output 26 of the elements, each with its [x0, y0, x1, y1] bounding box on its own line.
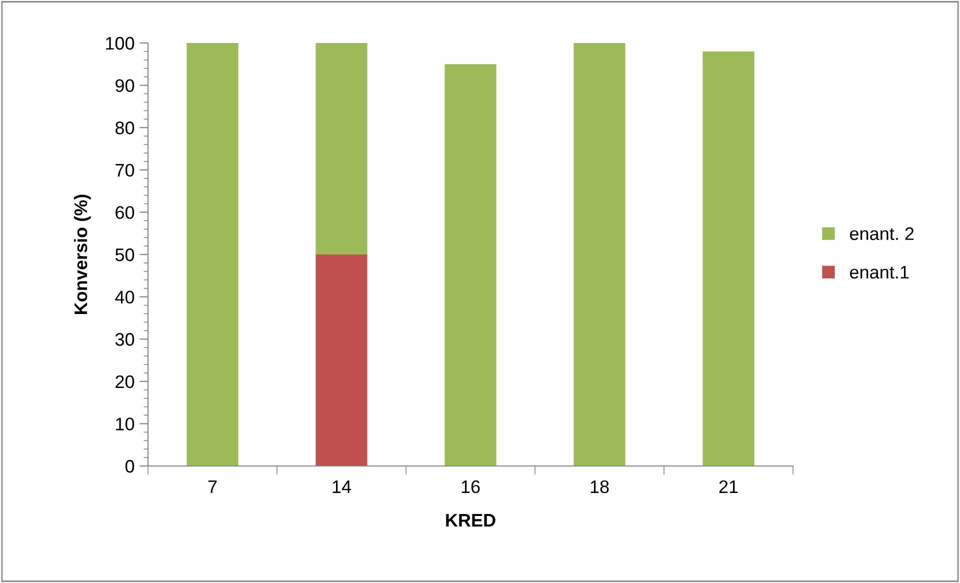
legend-label: enant.1 [850, 266, 909, 279]
x-tick-label: 21 [719, 480, 738, 493]
y-tick-label: 50 [115, 248, 134, 262]
x-tick-label: 16 [462, 480, 480, 494]
y-tick-label: 0 [125, 460, 134, 473]
bar [444, 64, 496, 466]
x-tick-label: 18 [590, 480, 609, 494]
bar [574, 43, 626, 466]
y-tick-label: 40 [115, 290, 134, 304]
bar [316, 43, 368, 254]
y-tick-label: 70 [116, 164, 134, 177]
legend-label: enant. 2 [850, 227, 914, 240]
bar [186, 43, 238, 466]
y-tick-label: 30 [115, 333, 134, 346]
x-tick-label: 14 [332, 480, 352, 493]
y-axis-title: Konversio (%) [74, 194, 91, 314]
x-axis-title: KRED [446, 514, 496, 526]
y-tick-label: 80 [116, 122, 134, 134]
x-tick-label: 7 [208, 480, 217, 493]
y-tick-label: 90 [116, 79, 134, 92]
y-tick-label: 100 [106, 36, 134, 50]
bar [702, 51, 754, 466]
bar [316, 254, 368, 466]
y-tick-label: 60 [116, 206, 134, 219]
y-tick-label: 10 [116, 418, 134, 430]
y-tick-label: 20 [116, 375, 134, 388]
